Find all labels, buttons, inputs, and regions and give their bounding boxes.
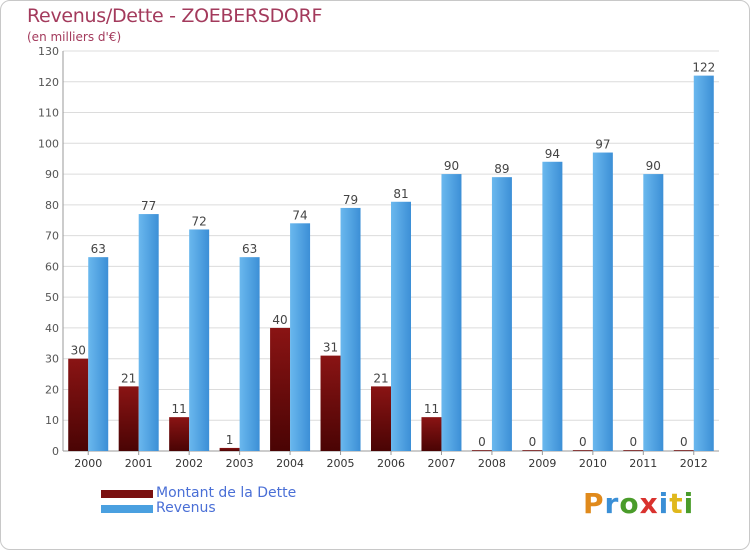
bar-debt: [572, 450, 593, 451]
chart-subtitle: (en milliers d'€): [27, 30, 122, 44]
y-tick-label: 0: [52, 445, 59, 458]
y-tick-label: 10: [45, 414, 59, 427]
bar-revenue: [693, 75, 714, 451]
data-label-debt: 1: [226, 433, 234, 447]
proxiti-logo: Proxiti: [583, 487, 694, 520]
logo-letter: x: [639, 487, 659, 520]
y-tick-label: 120: [38, 76, 59, 89]
x-tick-label: 2000: [74, 457, 102, 470]
y-tick-label: 80: [45, 199, 59, 212]
bar-debt: [623, 450, 644, 451]
data-label-debt: 11: [172, 402, 187, 416]
bar-debt: [118, 386, 139, 451]
y-tick-label: 20: [45, 383, 59, 396]
bar-revenue: [239, 257, 260, 451]
legend-label-revenue: Revenus: [156, 500, 216, 516]
data-label-debt: 0: [680, 435, 688, 449]
logo-letter: t: [669, 487, 684, 520]
bar-debt: [68, 358, 89, 451]
data-label-debt: 40: [272, 313, 287, 327]
x-tick-label: 2007: [427, 457, 455, 470]
data-label-revenue: 63: [91, 242, 106, 256]
data-label-debt: 21: [373, 371, 388, 385]
x-tick-label: 2010: [579, 457, 607, 470]
chart-title: Revenus/Dette - ZOEBERSDORF: [27, 5, 323, 27]
bar-revenue: [88, 257, 109, 451]
data-label-revenue: 97: [595, 138, 610, 152]
logo-letter: o: [619, 487, 640, 520]
bar-revenue: [340, 207, 361, 451]
data-label-debt: 0: [579, 435, 587, 449]
logo-letter: r: [604, 487, 620, 520]
bar-debt: [219, 447, 240, 451]
bar-revenue: [592, 152, 613, 452]
y-tick-label: 40: [45, 322, 59, 335]
x-tick-label: 2003: [226, 457, 254, 470]
legend-swatch-debt: [101, 490, 153, 498]
data-label-revenue: 94: [545, 147, 560, 161]
x-tick-label: 2012: [680, 457, 708, 470]
bar-revenue: [643, 174, 664, 452]
y-tick-label: 30: [45, 353, 59, 366]
bar-revenue: [189, 229, 210, 451]
bar-revenue: [491, 177, 512, 451]
x-tick-label: 2001: [125, 457, 153, 470]
bar-debt: [522, 450, 543, 451]
y-tick-label: 60: [45, 260, 59, 273]
bar-debt: [471, 450, 492, 451]
data-label-revenue: 63: [242, 242, 257, 256]
x-tick-label: 2006: [377, 457, 405, 470]
data-label-debt: 31: [323, 341, 338, 355]
bar-debt: [371, 386, 391, 451]
data-label-revenue: 90: [646, 159, 661, 173]
y-tick-label: 90: [45, 168, 59, 181]
y-tick-label: 100: [38, 137, 59, 150]
bar-debt: [320, 355, 341, 451]
bar-debt: [421, 417, 442, 451]
bar-debt: [169, 417, 190, 451]
data-label-debt: 0: [478, 435, 486, 449]
logo-letter: i: [683, 487, 695, 520]
data-label-revenue: 90: [444, 159, 459, 173]
bar-revenue: [542, 161, 563, 451]
data-label-debt: 0: [529, 435, 537, 449]
x-tick-label: 2008: [478, 457, 506, 470]
legend-label-debt: Montant de la Dette: [156, 485, 297, 501]
data-label-debt: 11: [424, 402, 439, 416]
bar-debt: [270, 327, 291, 451]
data-label-debt: 30: [71, 344, 86, 358]
legend-swatch-revenue: [101, 505, 153, 513]
data-label-revenue: 79: [343, 193, 358, 207]
x-tick-label: 2009: [528, 457, 556, 470]
bar-debt: [673, 450, 694, 451]
y-tick-label: 110: [38, 107, 59, 120]
data-label-revenue: 72: [192, 214, 207, 228]
x-tick-label: 2004: [276, 457, 304, 470]
data-label-revenue: 122: [692, 61, 715, 75]
y-tick-label: 130: [38, 45, 59, 58]
bar-revenue: [290, 223, 311, 451]
y-tick-label: 50: [45, 291, 59, 304]
data-label-revenue: 77: [141, 199, 156, 213]
bar-revenue: [441, 174, 462, 452]
x-tick-label: 2011: [629, 457, 657, 470]
logo-letter: P: [583, 487, 605, 520]
x-tick-label: 2005: [327, 457, 355, 470]
bar-revenue: [391, 201, 411, 451]
data-label-debt: 21: [121, 371, 136, 385]
x-tick-label: 2002: [175, 457, 203, 470]
data-label-revenue: 89: [494, 162, 509, 176]
bar-revenue: [138, 214, 159, 451]
data-label-revenue: 74: [292, 208, 307, 222]
y-tick-label: 70: [45, 230, 59, 243]
data-label-debt: 0: [629, 435, 637, 449]
data-label-revenue: 81: [393, 187, 408, 201]
logo-letter: i: [658, 487, 670, 520]
